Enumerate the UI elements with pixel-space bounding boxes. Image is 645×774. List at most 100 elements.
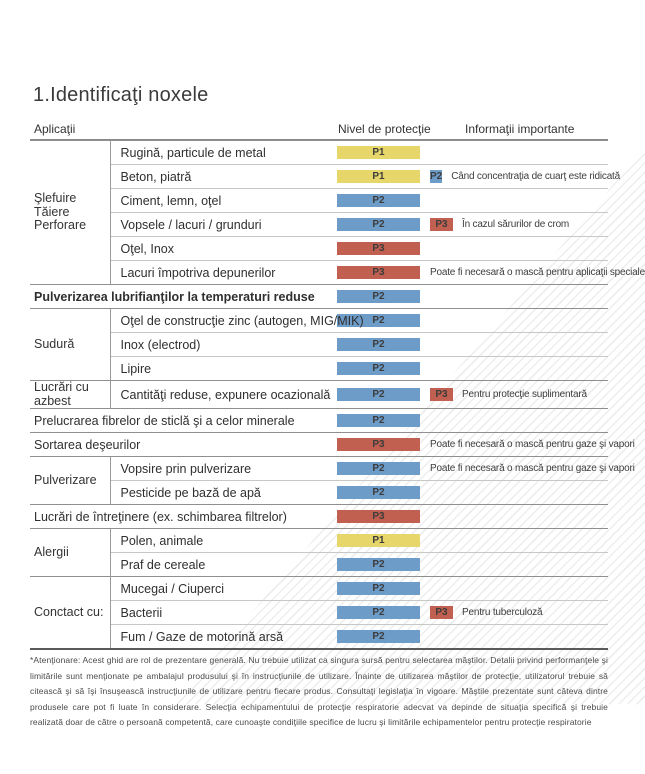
protection-badge-p1: P1 [337,146,420,159]
table-row: Conctact cu: Mucegai / Ciuperci P2 [30,576,608,649]
protection-badge-p2: P2 [337,414,420,427]
table-row: Prelucrarea fibrelor de sticlă şi a celo… [30,408,608,433]
protection-badge-p2: P2 [337,486,420,499]
protection-badge-p2: P2 [337,338,420,351]
application-label: Sortarea deşeurilor [30,432,337,457]
info-cell: P3 În cazul sărurilor de crom [430,212,608,237]
info-wrap: Poate fi necesară o mască pentru gaze şi… [430,439,635,450]
category-cell: Pulverizare [30,456,110,505]
table-row: Beton, piatră P1 P2 Când concentraţia de cu… [30,164,620,189]
protection-cell: P1 [337,528,430,553]
protection-badge-p3: P3 [337,266,420,279]
protection-cell: P1 [337,164,430,189]
protection-badge-p2: P2 [337,314,420,327]
protection-badge-p2: P2 [337,218,420,231]
application-label: Lipire [109,356,337,381]
protection-cell: P2 [337,380,430,409]
application-label: Inox (electrod) [109,332,337,357]
protection-cell: P2 [337,408,430,433]
category-cell: Conctact cu: [30,576,110,649]
column-header-protection: Nivel de protecţie [338,122,431,136]
application-label: Lucrări de întreţinere (ex. schimbarea f… [30,504,337,529]
protection-cell: P2 [337,600,430,625]
protection-cell: P2 [337,356,430,381]
table-row: Sortarea deşeurilor P3 Poate fi necesară o… [30,432,635,457]
info-cell: Poate fi necesară o mască pentru gaze şi… [430,456,635,481]
protection-cell: P2 [337,480,430,505]
table-row: Fum / Gaze de motorină arsă P2 [30,624,608,649]
info-cell: Poate fi necesară o mască pentru gaze şi… [430,432,635,457]
table-row: Inox (electrod) P2 [30,332,608,357]
protection-cell: P3 [337,432,430,457]
info-cell [430,480,608,505]
protection-badge-p3: P3 [430,606,453,619]
protection-badge-p3: P3 [337,510,420,523]
protection-cell: P2 [337,576,430,601]
info-cell [430,356,608,381]
protection-cell: P2 [337,456,430,481]
page-content: 1.Identificaţi noxele Aplicaţii Nivel de… [30,84,645,727]
category-cell: Şlefuire Tăiere Perforare [30,140,110,285]
protection-badge-p2: P2 [337,606,420,619]
protection-badge-p2: P2 [430,170,443,183]
table-row: Şlefuire Tăiere Perforare Rugină, particu… [30,140,608,285]
table-row: Pesticide pe bază de apă P2 [30,480,608,505]
protection-badge-p2: P2 [337,290,420,303]
application-label: Pesticide pe bază de apă [109,480,337,505]
protection-cell: P2 [337,552,430,577]
application-label: Polen, animale [109,528,337,553]
protection-badge-p3: P3 [337,438,420,451]
info-note: Poate fi necesară o mască pentru gaze şi… [430,463,635,474]
protection-cell: P2 [337,308,430,333]
table-row: Pulverizarea lubrifianţilor la temperatu… [30,284,608,309]
table-row: Praf de cereale P2 [30,552,608,577]
application-label: Rugină, particule de metal [109,140,337,165]
application-label: Fum / Gaze de motorină arsă [109,624,337,649]
application-label: Pulverizarea lubrifianţilor la temperatu… [30,284,337,309]
info-note: Poate fi necesară o mască pentru aplicaţ… [430,267,645,278]
info-cell [430,576,608,601]
column-header-info: Informaţii importante [465,122,575,136]
application-label: Oţel de construcţie zinc (autogen, MIG/M… [109,308,364,333]
info-cell [430,504,608,529]
info-cell [430,284,608,309]
protection-badge-p2: P2 [337,630,420,643]
application-label: Prelucrarea fibrelor de sticlă şi a celo… [30,408,337,433]
protection-cell: P2 [337,624,430,649]
protection-badge-p2: P2 [337,194,420,207]
protection-cell: P2 [337,284,430,309]
protection-badge-p2: P2 [337,582,420,595]
application-label: Lacuri împotriva depunerilor [109,260,337,285]
table-header: Aplicaţii Nivel de protecţie Informaţii … [30,120,608,140]
page-title: 1.Identificaţi noxele [33,84,209,106]
column-header-applications: Aplicaţii [34,122,76,136]
protection-cell: P2 [337,188,430,213]
info-cell [430,408,608,433]
info-cell: P3 Pentru tuberculoză [430,600,608,625]
protection-cell: P2 [337,332,430,357]
info-cell: P3 Pentru protecţie suplimentară [430,380,608,409]
protection-badge-p3: P3 [430,388,453,401]
category-cell: Lucrări cu azbest [30,380,110,409]
info-cell: P2 Când concentraţia de cuarţ este ridica… [430,164,620,189]
info-note: Pentru tuberculoză [462,607,543,618]
info-note: În cazul sărurilor de crom [462,219,570,230]
application-label: Vopsele / lacuri / grunduri [109,212,337,237]
protection-badge-p1: P1 [337,534,420,547]
application-label: Mucegai / Ciuperci [109,576,337,601]
info-cell [430,236,608,261]
disclaimer-footnote: *Atenţionare: Acest ghid are rol de prez… [30,655,608,727]
info-wrap: P2 Când concentraţia de cuarţ este ridica… [430,170,620,183]
info-wrap: Poate fi necesară o mască pentru aplicaţ… [430,267,645,278]
table-row: Oţel, Inox P3 [30,236,608,261]
protection-badge-p2: P2 [337,558,420,571]
info-note: Poate fi necesară o mască pentru gaze şi… [430,439,635,450]
protection-badge-p1: P1 [337,170,420,183]
table-row: Pulverizare Vopsire prin pulverizare P2 Poa… [30,456,635,505]
protection-badge-p2: P2 [337,388,420,401]
info-wrap: P3 Pentru protecţie suplimentară [430,388,608,401]
application-label: Praf de cereale [109,552,337,577]
table-row: Ciment, lemn, oţel P2 [30,188,608,213]
application-label: Oţel, Inox [109,236,337,261]
info-note: Când concentraţia de cuarţ este ridicată [451,171,621,182]
